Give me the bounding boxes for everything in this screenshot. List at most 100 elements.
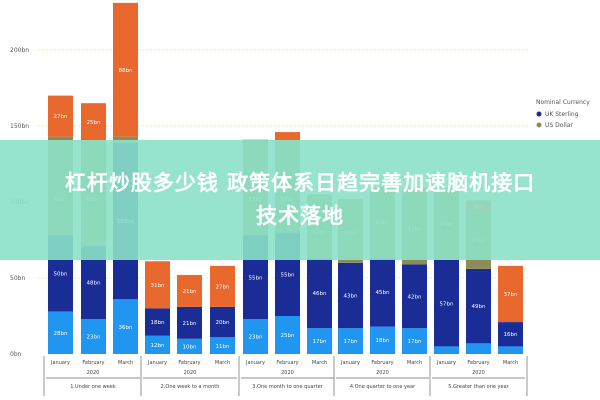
x-tick-label-year: 2020 xyxy=(184,370,197,376)
bar-segment xyxy=(48,311,73,354)
x-tick-label-group: 2.One week to a month xyxy=(161,384,220,390)
bar-segment xyxy=(177,306,202,339)
bar-segment xyxy=(466,343,491,354)
legend-entry: UK Sterling xyxy=(545,111,579,118)
bar-segment xyxy=(81,103,106,142)
x-tick-label-month: March xyxy=(503,360,518,366)
x-tick-label-month: February xyxy=(178,360,200,366)
bar-data-label: 17bn xyxy=(344,339,358,345)
x-tick-label-year: 2020 xyxy=(281,370,294,376)
x-tick-label-group: 5.Greater than one year xyxy=(448,384,509,390)
bar-data-label: 23bn xyxy=(87,335,101,341)
x-tick-label-month: March xyxy=(118,360,133,366)
x-tick-label-month: February xyxy=(467,360,489,366)
bar-data-label: 43bn xyxy=(344,293,358,299)
x-tick-label-year: 2020 xyxy=(87,370,100,376)
bar-segment xyxy=(113,136,138,143)
bar-segment xyxy=(210,265,235,307)
y-tick-label: 200bn xyxy=(10,47,29,54)
bar-data-label: 42bn xyxy=(408,294,422,300)
bar-data-label: 18bn xyxy=(376,338,390,344)
y-tick-label: 150bn xyxy=(10,123,29,130)
x-tick-label-month: January xyxy=(50,360,70,366)
bar-data-label: 21bn xyxy=(183,321,197,327)
bar-segment xyxy=(275,132,300,142)
bar-segment xyxy=(113,299,138,354)
x-tick-label-group: 1.Under one week xyxy=(70,384,116,390)
bar-data-label: 16bn xyxy=(504,332,518,338)
bar-segment xyxy=(338,328,363,354)
x-tick-label-month: January xyxy=(340,360,360,366)
bar-segment xyxy=(434,346,459,354)
bar-data-label: 45bn xyxy=(376,290,390,296)
bar-segment xyxy=(498,265,523,323)
bar-segment xyxy=(177,274,202,307)
x-tick-label-month: February xyxy=(371,360,393,366)
bar-data-label: 27bn xyxy=(216,284,230,290)
bar-segment xyxy=(210,337,235,354)
bar-segment xyxy=(498,322,523,347)
bar-data-label: 55bn xyxy=(249,275,263,281)
x-tick-label-month: January xyxy=(245,360,265,366)
legend-marker xyxy=(536,111,542,117)
headline-banner: 杠杆炒股多少钱 政策体系日趋完善加速脑机接口 技术落地 xyxy=(0,140,600,260)
bar-data-label: 25bn xyxy=(87,120,101,126)
x-tick-label-group: 4.One quarter to one year xyxy=(350,384,416,390)
bar-segment xyxy=(177,338,202,354)
bar-data-label: 36bn xyxy=(119,325,133,331)
bar-segment xyxy=(113,2,138,137)
y-tick-label: 0bn xyxy=(10,351,22,358)
bar-segment xyxy=(145,335,170,354)
bar-data-label: 17bn xyxy=(313,339,327,345)
x-tick-label-month: January xyxy=(147,360,167,366)
x-tick-label-month: January xyxy=(436,360,456,366)
legend-entry: US Dollar xyxy=(545,122,573,129)
y-tick-label: 50bn xyxy=(10,275,25,282)
bar-segment xyxy=(338,262,363,329)
bar-data-label: 49bn xyxy=(472,304,486,310)
bar-data-label: 46bn xyxy=(313,291,327,297)
bar-segment xyxy=(370,326,395,354)
bar-data-label: 48bn xyxy=(87,281,101,287)
bar-data-label: 17bn xyxy=(408,339,422,345)
legend-title: Nominal Currency xyxy=(536,99,590,106)
x-tick-label-month: March xyxy=(312,360,327,366)
bar-data-label: 55bn xyxy=(281,272,295,278)
bar-segment xyxy=(370,258,395,327)
bar-data-label: 31bn xyxy=(151,283,165,289)
bar-data-label: 25bn xyxy=(281,333,295,339)
bar-data-label: 21bn xyxy=(183,289,197,295)
bar-data-label: 11bn xyxy=(216,344,230,350)
x-tick-label-group: 3.One month to one quarter xyxy=(252,384,323,390)
bar-data-label: 50bn xyxy=(54,271,68,277)
bar-segment xyxy=(307,258,332,329)
bar-data-label: 27bn xyxy=(54,114,68,120)
bar-segment xyxy=(498,346,523,354)
headline-line-1: 杠杆炒股多少钱 政策体系日趋完善加速脑机接口 xyxy=(64,171,536,195)
bar-data-label: 10bn xyxy=(183,344,197,350)
bar-data-label: 28bn xyxy=(54,331,68,337)
bar-segment xyxy=(81,319,106,354)
bar-segment xyxy=(402,328,427,354)
x-tick-label-year: 2020 xyxy=(376,370,389,376)
bar-data-label: 12bn xyxy=(151,343,165,349)
x-tick-label-month: February xyxy=(276,360,298,366)
bar-data-label: 18bn xyxy=(151,320,165,326)
bar-segment xyxy=(434,259,459,347)
bar-segment xyxy=(275,316,300,354)
bar-segment xyxy=(210,306,235,338)
bar-data-label: 88bn xyxy=(119,68,133,74)
x-tick-label-month: March xyxy=(407,360,422,366)
bar-segment xyxy=(145,308,170,336)
headline-line-2: 技术落地 xyxy=(256,204,344,228)
x-tick-label-month: February xyxy=(82,360,104,366)
bar-segment xyxy=(466,268,491,344)
bar-data-label: 57bn xyxy=(440,301,454,307)
bar-segment xyxy=(48,95,73,137)
bar-data-label: 23bn xyxy=(249,335,263,341)
bar-segment xyxy=(307,328,332,354)
bar-data-label: 20bn xyxy=(216,320,230,326)
bar-data-label: 37bn xyxy=(504,292,518,298)
x-tick-label-month: March xyxy=(215,360,230,366)
